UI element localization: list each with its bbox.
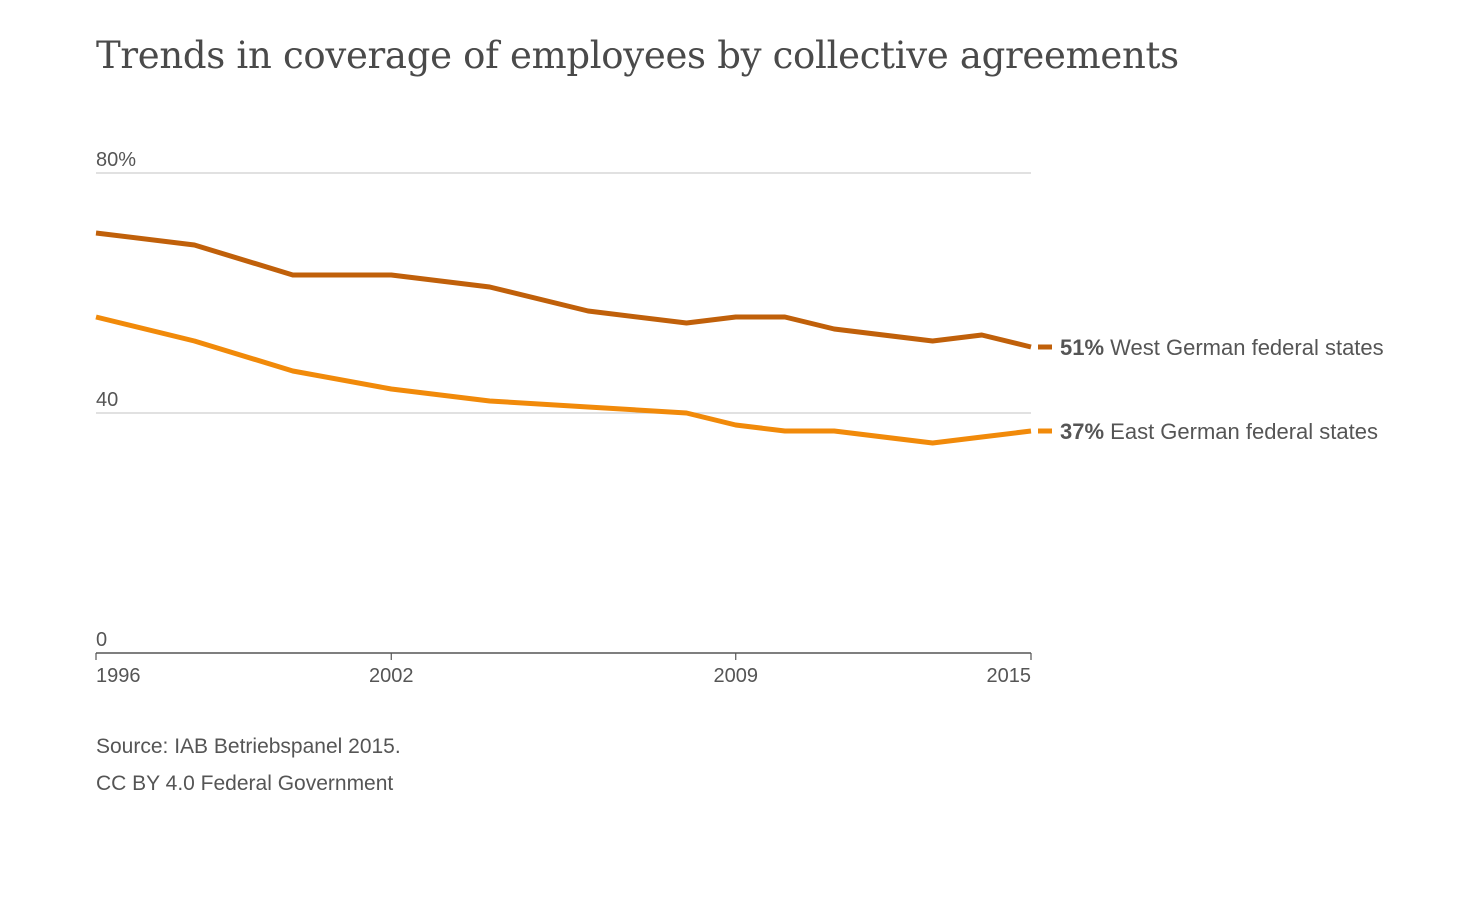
x-axis: 1996 2002 2009 2015: [95, 652, 1032, 687]
series-name: West German federal states: [1110, 335, 1384, 360]
series-label: 37% East German federal states: [1060, 419, 1378, 444]
series-line-0: [95, 230, 1032, 350]
grid-layer: 0 40 80%: [96, 149, 1031, 651]
source-note: Source: IAB Betriebspanel 2015.: [96, 735, 401, 758]
y-tick-label: 80%: [96, 149, 136, 171]
series-line-1: [95, 314, 1032, 446]
series-layer: [95, 230, 1032, 446]
chart-title: Trends in coverage of employees by colle…: [96, 34, 1179, 77]
series-labels: 51% West German federal states 37% East G…: [1038, 335, 1384, 444]
y-tick-label: 0: [96, 629, 107, 651]
x-tick-label: 2009: [713, 665, 758, 687]
y-tick-label: 40: [96, 389, 118, 411]
x-tick-label: 2002: [369, 665, 414, 687]
series-end-value: 37%: [1060, 419, 1104, 444]
license-note: CC BY 4.0 Federal Government: [96, 772, 394, 795]
x-tick-label: 1996: [96, 665, 141, 687]
series-end-value: 51%: [1060, 335, 1104, 360]
series-name: East German federal states: [1110, 419, 1378, 444]
x-tick-label: 2015: [987, 665, 1032, 687]
series-label: 51% West German federal states: [1060, 335, 1384, 360]
